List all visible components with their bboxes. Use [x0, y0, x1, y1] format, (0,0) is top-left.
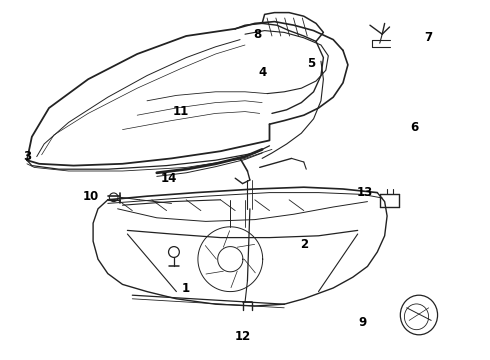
Text: 3: 3 [23, 150, 31, 163]
Text: 7: 7 [425, 31, 433, 44]
Text: 12: 12 [234, 330, 251, 343]
Text: 11: 11 [173, 105, 190, 118]
Text: 1: 1 [182, 282, 190, 294]
Text: 9: 9 [359, 316, 367, 329]
Text: 2: 2 [300, 238, 308, 251]
Text: 8: 8 [253, 28, 261, 41]
Text: 13: 13 [357, 186, 373, 199]
Text: 10: 10 [82, 190, 99, 203]
Text: 6: 6 [410, 121, 418, 134]
Text: 14: 14 [161, 172, 177, 185]
Text: 5: 5 [307, 57, 315, 69]
Text: 4: 4 [258, 66, 266, 78]
